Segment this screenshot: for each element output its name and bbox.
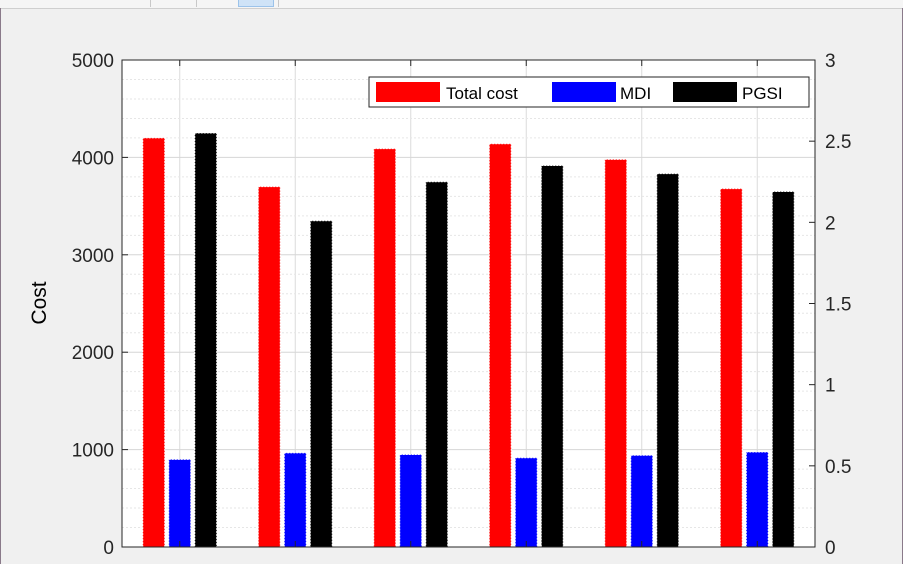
left-y-axis: 0 1000 2000 3000 4000 5000 — [72, 51, 758, 559]
bar-total-cost-3 — [373, 148, 397, 548]
left-tick-label: 2000 — [72, 343, 114, 364]
bar-pgsi-5 — [656, 173, 680, 548]
legend-swatch-mdi — [552, 82, 616, 102]
right-tick-label: 3 — [825, 51, 836, 72]
window-border-left — [0, 8, 1, 564]
bar-mdi-4 — [514, 457, 538, 548]
left-tick-label: 3000 — [72, 246, 114, 267]
plot-area — [122, 60, 815, 547]
y-axis-label: Cost — [28, 281, 51, 324]
bar-total-cost-6 — [719, 188, 743, 548]
bar-pgsi-3 — [425, 181, 449, 548]
bar-mdi-1 — [168, 458, 192, 548]
bar-mdi-3 — [399, 453, 423, 548]
left-tick-label: 5000 — [72, 51, 114, 72]
figure-toolbar — [0, 0, 903, 9]
left-tick-label: 4000 — [72, 148, 114, 169]
right-tick-label: 0.5 — [825, 457, 851, 478]
right-tick-label: 1 — [825, 376, 836, 397]
bar-total-cost-4 — [488, 143, 512, 548]
right-y-axis: 0 0.5 1 1.5 2 2.5 3 — [809, 51, 851, 559]
right-tick-label: 0 — [825, 538, 836, 559]
bar-total-cost-5 — [604, 158, 628, 548]
left-tick-label: 1000 — [72, 441, 114, 462]
legend-swatch-pgsi — [673, 82, 737, 102]
bar-pgsi-6 — [771, 190, 795, 548]
bars-group — [142, 132, 795, 548]
bar-pgsi-4 — [540, 165, 564, 548]
toolbar-active-button[interactable] — [238, 0, 274, 7]
bar-mdi-6 — [745, 451, 769, 548]
bar-total-cost-1 — [142, 137, 166, 548]
bar-pgsi-2 — [309, 220, 333, 548]
bar-pgsi-1 — [194, 132, 218, 548]
legend-label-mdi: MDI — [620, 84, 651, 103]
right-tick-label: 1.5 — [825, 295, 851, 316]
right-tick-label: 2.5 — [825, 132, 851, 153]
bar-mdi-5 — [630, 454, 654, 548]
legend-label-total-cost: Total cost — [446, 84, 518, 103]
legend-label-pgsi: PGSI — [742, 84, 783, 103]
bar-total-cost-2 — [257, 186, 281, 548]
toolbar-separator — [196, 0, 197, 7]
toolbar-separator — [278, 0, 279, 7]
right-tick-label: 2 — [825, 213, 836, 234]
toolbar-separator — [150, 0, 151, 7]
legend-swatch-total-cost — [376, 82, 440, 102]
legend: Total cost MDI PGSI — [368, 76, 810, 108]
left-tick-label: 0 — [103, 538, 114, 559]
bar-mdi-2 — [283, 452, 307, 548]
